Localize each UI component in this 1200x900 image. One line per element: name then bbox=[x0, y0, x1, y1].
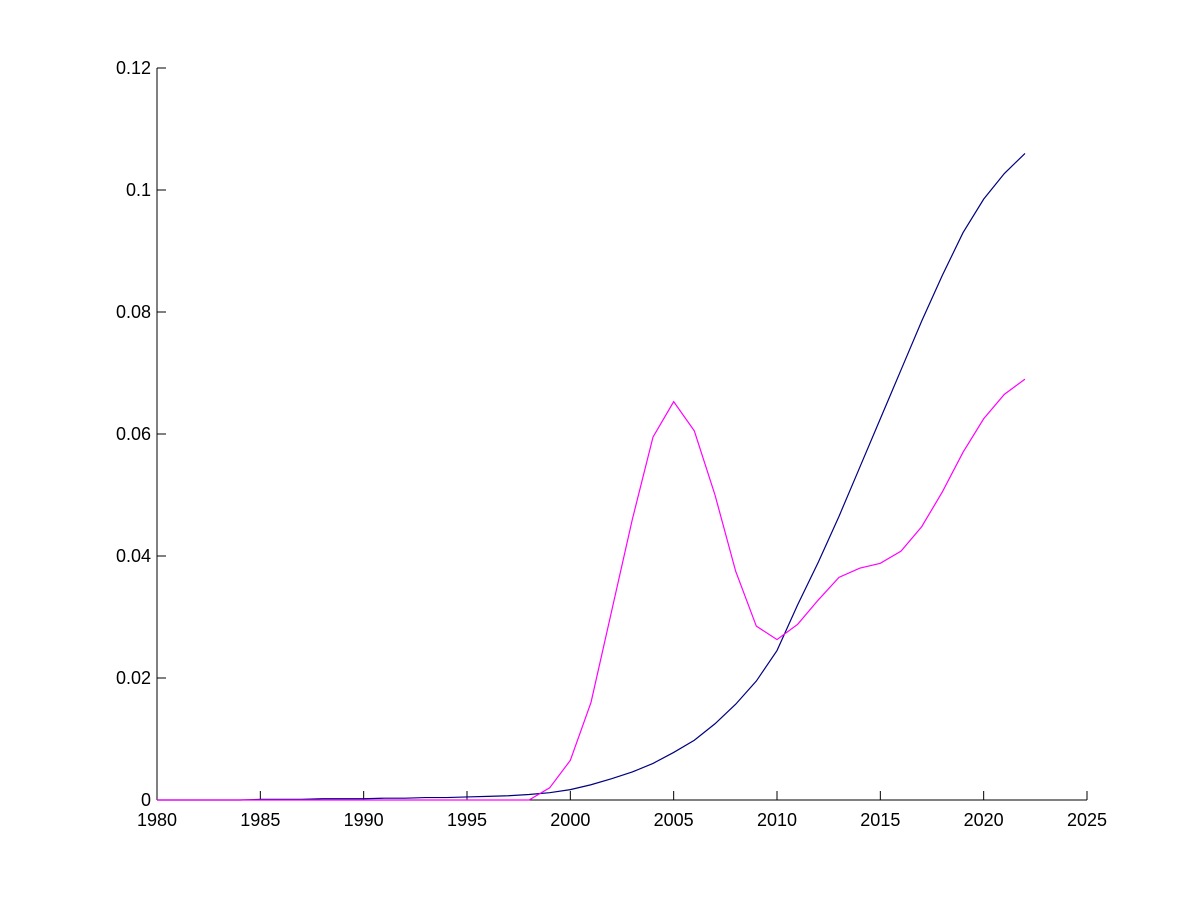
x-tick-label: 2020 bbox=[964, 810, 1004, 830]
x-tick-label: 1980 bbox=[137, 810, 177, 830]
line-series bbox=[157, 152, 1026, 801]
y-tick-label: 0.06 bbox=[116, 424, 151, 444]
line-series bbox=[157, 378, 1026, 801]
x-tick-label: 1990 bbox=[344, 810, 384, 830]
x-tick-label: 1985 bbox=[240, 810, 280, 830]
x-tick-label: 2010 bbox=[757, 810, 797, 830]
y-tick-label: 0.02 bbox=[116, 668, 151, 688]
x-tick-label: 2000 bbox=[550, 810, 590, 830]
x-tick-label: 2015 bbox=[860, 810, 900, 830]
y-tick-label: 0.04 bbox=[116, 546, 151, 566]
y-tick-label: 0.12 bbox=[116, 58, 151, 78]
x-tick-label: 2005 bbox=[654, 810, 694, 830]
x-tick-label: 1995 bbox=[447, 810, 487, 830]
x-tick-label: 2025 bbox=[1067, 810, 1107, 830]
y-tick-label: 0.1 bbox=[126, 180, 151, 200]
y-tick-label: 0.08 bbox=[116, 302, 151, 322]
y-tick-label: 0 bbox=[141, 790, 151, 810]
